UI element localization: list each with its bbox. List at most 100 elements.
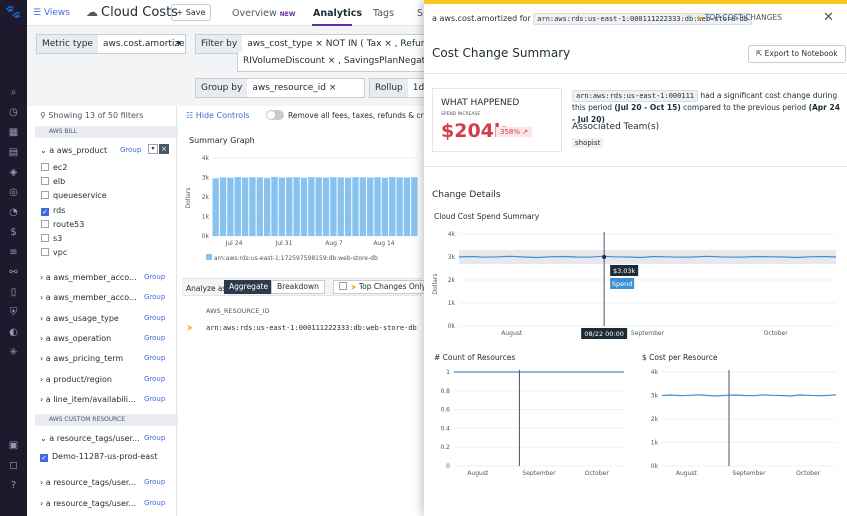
- info-icon[interactable]: ?: [10, 480, 17, 491]
- tab-overview[interactable]: Overview NEW: [232, 8, 296, 19]
- facet-1[interactable]: › a aws_member_acco...: [40, 293, 137, 303]
- metric-type-select[interactable]: Metric type aws.cost.amortized ▾: [36, 34, 186, 54]
- facet-value-demo[interactable]: ✓ Demo-11287-us-prod-east: [40, 452, 158, 462]
- group-button[interactable]: Group: [144, 293, 166, 302]
- facet-value-elb[interactable]: elb: [41, 177, 65, 186]
- settings-icon[interactable]: ✳: [9, 347, 18, 358]
- top-changes-badge[interactable]: ⮞ TOP COST CHANGES: [697, 13, 782, 22]
- bar[interactable]: [264, 178, 271, 236]
- tab-tags[interactable]: Tags: [373, 8, 395, 19]
- column-header[interactable]: AWS_RESOURCE_ID: [206, 307, 270, 315]
- bar[interactable]: [374, 177, 381, 236]
- facet-value-queueservice[interactable]: queueservice: [41, 191, 107, 200]
- table-row[interactable]: arn:aws:rds:us-east-1:000111222333:db:we…: [206, 324, 417, 332]
- bar[interactable]: [352, 177, 359, 236]
- bar[interactable]: [293, 177, 300, 236]
- group-button[interactable]: Group: [120, 146, 142, 154]
- group-button[interactable]: Group: [144, 354, 166, 363]
- bar[interactable]: [396, 177, 403, 237]
- facet-4[interactable]: › a aws_pricing_term: [40, 354, 124, 364]
- checkbox[interactable]: [41, 248, 49, 257]
- group-button[interactable]: Group: [144, 273, 166, 281]
- hide-controls-link[interactable]: ☷ Hide Controls: [186, 111, 250, 120]
- bar[interactable]: [403, 177, 411, 236]
- bar[interactable]: [344, 177, 352, 236]
- top-changes-toggle[interactable]: ⮞ Top Changes Only: [333, 280, 433, 294]
- rollup-field[interactable]: Rollup 1d: [369, 78, 427, 98]
- bar[interactable]: [381, 177, 389, 236]
- monitors-icon[interactable]: ◈: [9, 167, 18, 178]
- bar[interactable]: [308, 177, 315, 236]
- integrations-icon[interactable]: ⚯: [9, 267, 18, 278]
- spend-summary-chart[interactable]: 4k 3k 2k 1k 0k August September October Dollars $…: [424, 222, 847, 344]
- bar[interactable]: [389, 177, 396, 236]
- facet-resource-tags-3[interactable]: › a resource_tags/user...: [40, 499, 137, 508]
- facet-0[interactable]: › a aws_member_acco...: [40, 273, 137, 282]
- bar[interactable]: [367, 177, 374, 236]
- bar[interactable]: [315, 177, 322, 237]
- facet-value-rds[interactable]: ✓ rds: [41, 205, 66, 216]
- close-icon[interactable]: ×: [159, 144, 169, 154]
- summary-legend[interactable]: arn:aws:rds:us-east-1:172597598159:db:we…: [206, 254, 378, 262]
- series-line[interactable]: [458, 255, 837, 259]
- bar[interactable]: [286, 177, 293, 237]
- bar[interactable]: [234, 177, 241, 236]
- facet-value-ec2[interactable]: ec2: [41, 163, 67, 172]
- facet-resource-tags-1[interactable]: ⌄ a resource_tags/user...: [40, 434, 140, 443]
- bar[interactable]: [227, 177, 234, 236]
- bar[interactable]: [241, 177, 249, 236]
- aggregate-button[interactable]: Aggregate: [224, 280, 274, 294]
- cost-per-resource-chart[interactable]: 4k 3k 2k 1k 0k August September October: [636, 362, 841, 477]
- shield-icon[interactable]: ◐: [9, 327, 18, 338]
- facet-aws-product[interactable]: ⌄ a aws_product: [40, 146, 108, 155]
- bar[interactable]: [337, 177, 344, 237]
- group-button[interactable]: Group: [144, 313, 166, 322]
- chat-icon[interactable]: ◻: [9, 460, 18, 471]
- apm-icon[interactable]: ◎: [9, 187, 18, 198]
- views-link[interactable]: ☰ Views: [33, 8, 70, 18]
- group-button[interactable]: Group: [144, 499, 166, 507]
- count-resources-chart[interactable]: 1 0.8 0.6 0.4 0.2 0 August September October: [424, 362, 629, 477]
- checkbox[interactable]: [41, 191, 49, 200]
- metrics-icon[interactable]: ◔: [9, 207, 18, 218]
- group-button[interactable]: Group: [144, 394, 166, 403]
- section-aws-custom[interactable]: AWS CUSTOM RESOURCE: [35, 414, 200, 426]
- notebook-icon[interactable]: ▯: [10, 287, 17, 298]
- facet-resource-tags-2[interactable]: › a resource_tags/user...: [40, 478, 137, 487]
- logs-icon[interactable]: ≡: [9, 247, 18, 258]
- checkbox[interactable]: [41, 234, 49, 242]
- checkbox[interactable]: ✓: [41, 207, 49, 216]
- tab-analytics[interactable]: Analytics: [313, 8, 363, 19]
- tab-more[interactable]: S: [417, 8, 424, 19]
- infrastructure-icon[interactable]: ▤: [8, 147, 19, 158]
- recent-icon[interactable]: ◷: [9, 107, 18, 118]
- facet-value-vpc[interactable]: vpc: [41, 248, 67, 257]
- breakdown-button[interactable]: Breakdown: [271, 280, 325, 294]
- save-button[interactable]: + Save: [171, 4, 211, 21]
- facet-5[interactable]: › a product/region: [40, 374, 112, 384]
- group-button[interactable]: Group: [144, 374, 166, 383]
- bar[interactable]: [359, 177, 366, 237]
- checkbox[interactable]: [339, 282, 347, 290]
- section-aws-bill[interactable]: AWS BILL: [35, 126, 200, 138]
- bar[interactable]: [249, 177, 256, 236]
- team-tag[interactable]: shopist: [572, 138, 604, 148]
- checkbox[interactable]: [41, 219, 49, 228]
- series-line[interactable]: [661, 394, 837, 397]
- close-icon[interactable]: ✕: [823, 10, 834, 25]
- bar[interactable]: [411, 177, 418, 236]
- bar[interactable]: [300, 177, 308, 236]
- group-button[interactable]: Group: [144, 333, 166, 342]
- filter-by-field[interactable]: Filter by aws_cost_type × NOT IN ( Tax × …: [195, 34, 427, 54]
- facet-2[interactable]: › a aws_usage_type: [40, 313, 119, 323]
- remove-fees-toggle[interactable]: [266, 110, 284, 120]
- dashboards-icon[interactable]: ▦: [8, 127, 19, 138]
- cost-icon[interactable]: $: [10, 227, 17, 238]
- bar[interactable]: [271, 176, 278, 236]
- bar[interactable]: [278, 177, 286, 236]
- facet-value-route53[interactable]: route53: [41, 219, 84, 229]
- bar[interactable]: [219, 177, 227, 237]
- search-icon[interactable]: ⌕: [10, 87, 17, 98]
- filter-continuation[interactable]: RIVolumeDiscount × , SavingsPlanNegation…: [237, 52, 427, 72]
- bar[interactable]: [330, 177, 337, 236]
